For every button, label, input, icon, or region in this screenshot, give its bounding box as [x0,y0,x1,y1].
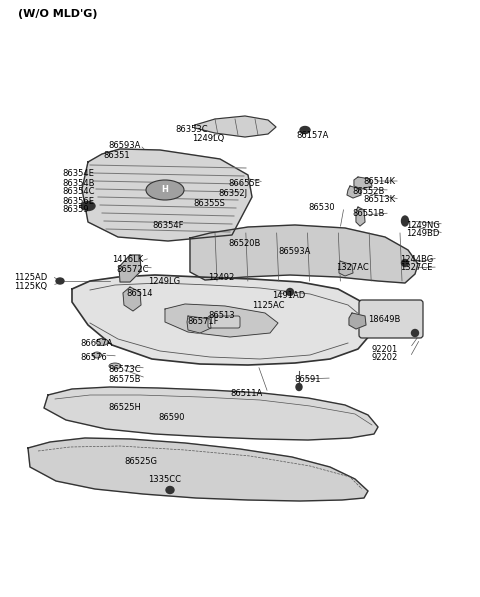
Polygon shape [44,387,378,440]
Text: 1125KQ: 1125KQ [14,282,47,291]
Text: 18649B: 18649B [368,315,400,324]
Text: 92202: 92202 [372,353,398,362]
Ellipse shape [401,260,408,266]
Text: 86355S: 86355S [193,199,225,208]
Text: 86525G: 86525G [124,457,157,466]
Text: 12492: 12492 [208,272,234,282]
Text: 86354B: 86354B [62,179,95,187]
Text: 86530: 86530 [308,204,335,213]
Text: 86655E: 86655E [228,179,260,187]
Text: 1249LQ: 1249LQ [192,134,224,143]
Text: 86356E: 86356E [62,196,94,205]
Ellipse shape [93,352,101,358]
Text: 86593A: 86593A [108,141,140,150]
Text: 86351: 86351 [103,152,130,161]
Polygon shape [347,186,361,198]
Text: 86354E: 86354E [62,170,94,179]
Polygon shape [123,287,141,311]
Text: 86591: 86591 [294,374,321,383]
Ellipse shape [81,202,95,211]
Polygon shape [195,116,276,137]
Polygon shape [354,177,372,189]
Polygon shape [72,275,374,365]
Text: 86573C: 86573C [108,365,141,374]
FancyBboxPatch shape [359,300,423,338]
Ellipse shape [96,338,108,346]
Text: 86359: 86359 [62,205,89,214]
FancyBboxPatch shape [208,316,240,328]
Polygon shape [28,438,368,501]
Text: 86353C: 86353C [175,125,208,134]
Text: 86514K: 86514K [363,177,395,186]
Text: 1327AC: 1327AC [336,263,369,272]
Text: 92201: 92201 [372,344,398,353]
Text: 86513: 86513 [208,310,235,319]
Text: 86354F: 86354F [152,220,183,229]
Ellipse shape [109,363,121,369]
Polygon shape [339,261,353,276]
Ellipse shape [287,288,293,296]
Text: 86513K: 86513K [363,195,395,205]
Text: 86593A: 86593A [278,247,311,256]
Text: 86157A: 86157A [296,131,328,140]
Ellipse shape [411,330,419,337]
Text: 86551B: 86551B [352,210,384,219]
Polygon shape [349,313,366,329]
Text: 1125AD: 1125AD [14,272,47,282]
Text: 1416LK: 1416LK [112,254,143,263]
Text: 1244BG: 1244BG [400,254,433,263]
Text: 86576: 86576 [80,352,107,362]
Text: 1327CE: 1327CE [400,263,432,272]
Ellipse shape [166,487,174,494]
Text: 86572C: 86572C [116,264,148,273]
Text: 86514: 86514 [126,290,153,298]
Polygon shape [119,255,141,282]
Text: 86520B: 86520B [228,238,260,248]
Text: 1249LG: 1249LG [148,276,180,285]
Text: 86575B: 86575B [108,374,141,383]
Text: 1249NG: 1249NG [406,220,440,229]
Text: 86354C: 86354C [62,187,95,196]
Text: 1125AC: 1125AC [252,301,285,310]
Text: 1335CC: 1335CC [148,475,181,485]
Ellipse shape [401,216,408,226]
Text: 86352J: 86352J [218,189,247,198]
Text: 86552B: 86552B [352,186,384,195]
Ellipse shape [296,383,302,390]
Text: 86525H: 86525H [108,404,141,413]
Text: 86511A: 86511A [230,389,262,399]
Polygon shape [165,304,278,337]
Text: 1491AD: 1491AD [272,291,305,300]
Ellipse shape [56,278,64,284]
Text: 86657A: 86657A [80,340,112,349]
Polygon shape [187,316,211,333]
Polygon shape [82,149,252,241]
Ellipse shape [300,127,310,134]
Ellipse shape [146,180,184,200]
Text: 86590: 86590 [158,414,184,423]
Polygon shape [356,207,365,226]
Text: H: H [162,186,168,195]
Polygon shape [190,225,418,283]
Text: 86571F: 86571F [187,318,218,327]
Text: (W/O MLD'G): (W/O MLD'G) [18,9,97,19]
Text: 1249BD: 1249BD [406,229,439,238]
